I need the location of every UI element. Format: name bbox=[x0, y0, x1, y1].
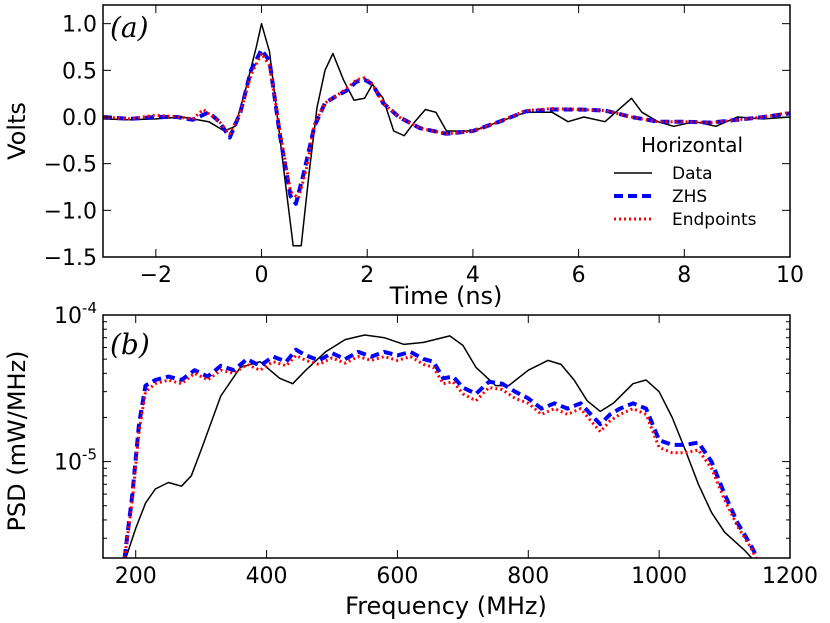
x-tick-label: −2 bbox=[140, 263, 172, 288]
legend: Horizontal Data ZHS Endpoints bbox=[614, 133, 757, 230]
x-tick-label: 800 bbox=[507, 564, 549, 589]
x-tick-label: 1000 bbox=[631, 564, 687, 589]
series-line-endpoints bbox=[123, 353, 758, 558]
panel-b-xlabel: Frequency (MHz) bbox=[345, 592, 547, 620]
panel-a-ticks: −2 0 2 4 6 8 10 −1.5 −1.0 −0.5 0.0 0.5 1.0 bbox=[44, 5, 804, 288]
panel-b: 200 400 600 800 1000 1200 10-5 10-4 (b) Frequen… bbox=[3, 299, 818, 620]
x-tick-label: 200 bbox=[115, 564, 157, 589]
x-tick-label: 8 bbox=[677, 263, 691, 288]
series-line-zhs bbox=[122, 347, 760, 558]
x-tick-label: 6 bbox=[572, 263, 586, 288]
y-tick-label: 1.0 bbox=[62, 13, 97, 38]
panel-a-xlabel: Time (ns) bbox=[389, 282, 503, 310]
x-tick-label: 1200 bbox=[762, 564, 818, 589]
x-tick-label: 2 bbox=[360, 263, 374, 288]
panel-b-ylabel: PSD (mW/MHz) bbox=[3, 350, 31, 531]
series-line-zhs bbox=[103, 47, 790, 206]
legend-entry-endpoints: Endpoints bbox=[672, 210, 757, 230]
series-line-data bbox=[125, 334, 753, 558]
y-tick-label: −1.5 bbox=[44, 246, 97, 271]
legend-entry-data: Data bbox=[672, 164, 713, 184]
panel-a: −2 0 2 4 6 8 10 −1.5 −1.0 −0.5 0.0 0.5 1.0 (a) Time … bbox=[3, 4, 804, 310]
panel-a-frame bbox=[102, 4, 791, 258]
x-tick-label: 400 bbox=[246, 564, 288, 589]
y-tick-label: 10-5 bbox=[54, 446, 97, 476]
panel-b-ticks: 200 400 600 800 1000 1200 10-5 10-4 bbox=[54, 299, 818, 589]
series-line-data bbox=[103, 22, 790, 247]
legend-title: Horizontal bbox=[641, 133, 743, 157]
x-tick-label: 0 bbox=[255, 263, 269, 288]
panel-b-frame bbox=[102, 314, 791, 559]
series-line-endpoints bbox=[103, 52, 790, 200]
y-tick-label: 0.0 bbox=[62, 106, 97, 131]
panel-a-ylabel: Volts bbox=[3, 102, 31, 160]
panel-b-series-group bbox=[122, 334, 760, 558]
panel-a-series-group bbox=[103, 22, 790, 247]
y-tick-label: 0.5 bbox=[62, 59, 97, 84]
x-tick-label: 10 bbox=[776, 263, 804, 288]
legend-entry-zhs: ZHS bbox=[672, 187, 707, 207]
y-tick-label: −1.0 bbox=[44, 199, 97, 224]
x-tick-label: 600 bbox=[376, 564, 418, 589]
y-tick-label: −0.5 bbox=[44, 153, 97, 178]
y-tick-label: 10-4 bbox=[54, 299, 97, 329]
x-tick-label: 4 bbox=[466, 263, 480, 288]
panel-b-label: (b) bbox=[110, 328, 150, 361]
panel-a-label: (a) bbox=[110, 11, 149, 44]
